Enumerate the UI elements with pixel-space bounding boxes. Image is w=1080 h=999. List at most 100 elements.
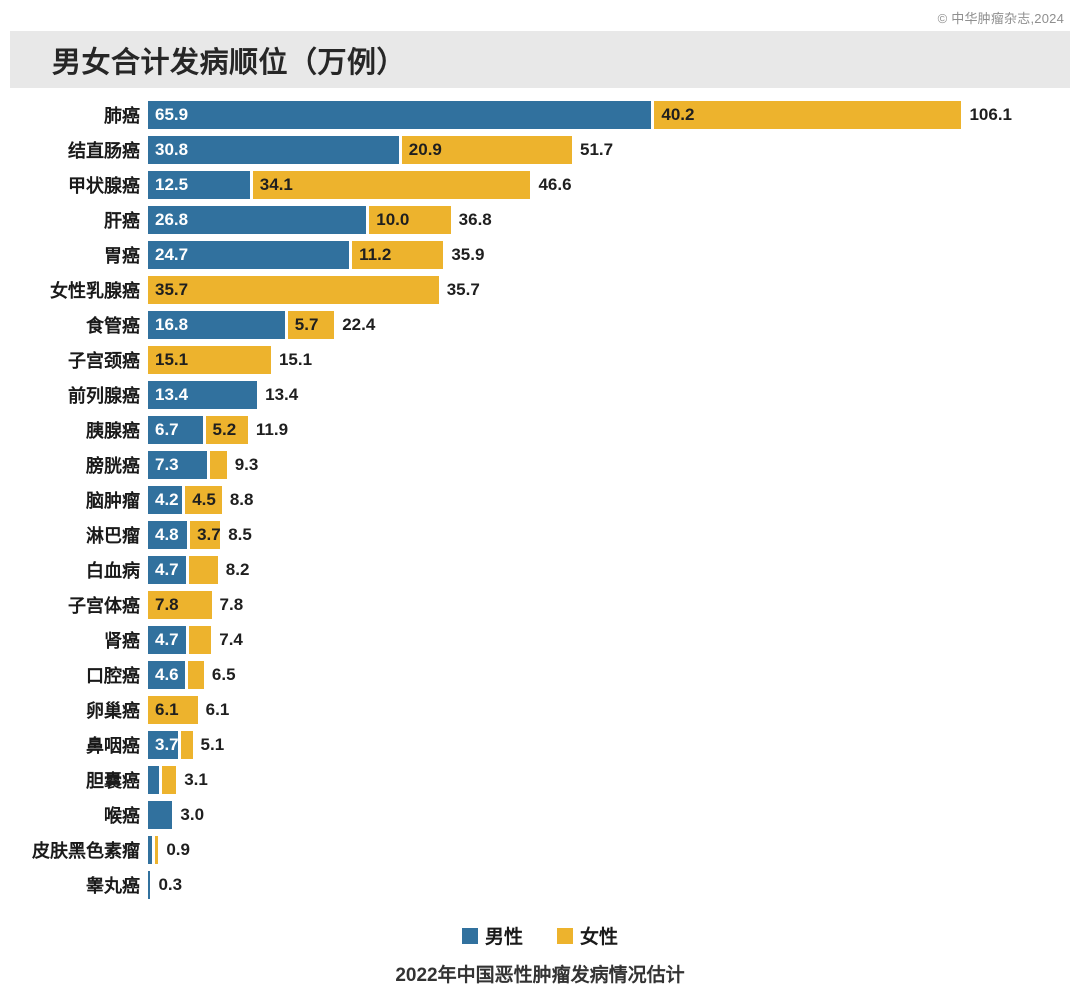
bar-track: 7.8 7.8 [148, 591, 1012, 619]
male-bar-segment: 4.8 [148, 521, 188, 549]
female-bar-segment: 6.1 [148, 696, 198, 724]
female-bar-segment: 10.0 [369, 206, 451, 234]
stacked-bar-chart: 肺癌 65.9 40.2 106.1 结直肠癌 30.8 20.9 51.7 甲状腺癌 12.5 3… [0, 101, 1080, 899]
total-value-label: 0.3 [158, 875, 183, 894]
male-value-label: 3.7 [155, 735, 179, 754]
bar-row: 胃癌 24.7 11.2 35.9 [0, 241, 1080, 269]
category-label: 喉癌 [104, 806, 140, 826]
total-value-label: 0.9 [166, 840, 190, 859]
total-value-label: 6.5 [211, 665, 236, 684]
bar-row: 前列腺癌 13.4 13.4 [0, 381, 1080, 409]
total-value-label: 13.4 [265, 385, 299, 404]
bar-track: 30.8 20.9 51.7 [148, 136, 1012, 164]
male-value-label: 6.7 [155, 420, 179, 439]
category-label: 白血病 [86, 561, 140, 581]
bar-track: 16.8 5.7 22.4 [148, 311, 1012, 339]
total-value-label: 5.1 [200, 735, 225, 754]
total-value-label: 35.7 [446, 280, 480, 299]
female-bar-segment [162, 766, 177, 794]
female-bar-segment: 7.8 [148, 591, 212, 619]
bar-track: 0.3 [148, 871, 1012, 899]
bar-row: 肝癌 26.8 10.0 36.8 [0, 206, 1080, 234]
male-value-label: 4.7 [155, 630, 179, 649]
legend-label: 女性 [580, 927, 619, 948]
female-bar-segment [181, 731, 193, 759]
female-value-label: 35.7 [155, 280, 189, 299]
male-bar-segment: 30.8 [148, 136, 399, 164]
female-value-label: 20.9 [408, 140, 442, 159]
female-value-label: 15.1 [155, 350, 189, 369]
total-value-label: 106.1 [969, 105, 1012, 124]
category-label: 甲状腺癌 [68, 176, 140, 196]
bar-track: 65.9 40.2 106.1 [148, 101, 1012, 129]
female-bar-segment: 11.2 [352, 241, 444, 269]
bar-row: 白血病 4.7 8.2 [0, 556, 1080, 584]
male-bar-segment: 65.9 [148, 101, 652, 129]
total-value-label: 7.4 [219, 630, 243, 649]
female-bar-segment: 20.9 [401, 136, 572, 164]
bar-row: 淋巴瘤 4.8 3.7 8.5 [0, 521, 1080, 549]
category-label: 食管癌 [86, 316, 140, 336]
bar-track: 6.1 6.1 [148, 696, 1012, 724]
male-value-label: 4.6 [155, 665, 179, 684]
male-value-label: 4.2 [155, 490, 179, 509]
bar-row: 甲状腺癌 12.5 34.1 46.6 [0, 171, 1080, 199]
bar-track: 4.2 4.5 8.8 [148, 486, 1012, 514]
female-bar-segment: 40.2 [654, 101, 962, 129]
total-value-label: 3.0 [180, 805, 205, 824]
category-label: 子宫体癌 [68, 596, 140, 616]
bar-row: 脑肿瘤 4.2 4.5 8.8 [0, 486, 1080, 514]
bar-track: 4.7 7.4 [148, 626, 1012, 654]
total-value-label: 8.5 [228, 525, 252, 544]
bar-row: 肾癌 4.7 7.4 [0, 626, 1080, 654]
total-value-label: 7.8 [219, 595, 244, 614]
male-bar-segment: 4.7 [148, 556, 187, 584]
bar-track: 15.1 15.1 [148, 346, 1012, 374]
male-bar-segment [148, 871, 151, 899]
category-label: 结直肠癌 [68, 141, 140, 161]
legend-swatch-icon [557, 927, 573, 944]
female-value-label: 7.8 [155, 595, 179, 614]
female-value-label: 10.0 [376, 210, 410, 229]
copyright-text: © 中华肿瘤杂志,2024 [937, 11, 1064, 26]
category-label: 胰腺癌 [86, 421, 140, 441]
total-value-label: 11.9 [255, 420, 289, 439]
legend-item: 女性 [557, 922, 618, 949]
category-label: 膀胱癌 [86, 456, 140, 476]
male-value-label: 65.9 [155, 105, 189, 124]
male-bar-segment [148, 836, 153, 864]
bar-row: 子宫体癌 7.8 7.8 [0, 591, 1080, 619]
female-bar-segment: 3.7 [190, 521, 221, 549]
bar-track: 6.7 5.2 11.9 [148, 416, 1012, 444]
female-bar-segment: 5.2 [205, 416, 248, 444]
male-bar-segment: 4.7 [148, 626, 187, 654]
bar-track: 35.7 35.7 [148, 276, 1012, 304]
category-label: 肾癌 [104, 631, 140, 651]
bar-track: 3.7 5.1 [148, 731, 1012, 759]
bar-track: 4.6 6.5 [148, 661, 1012, 689]
male-value-label: 4.8 [155, 525, 179, 544]
bar-row: 结直肠癌 30.8 20.9 51.7 [0, 136, 1080, 164]
female-bar-segment: 35.7 [148, 276, 439, 304]
bar-row: 膀胱癌 7.3 9.3 [0, 451, 1080, 479]
female-value-label: 40.2 [661, 105, 695, 124]
bar-row: 鼻咽癌 3.7 5.1 [0, 731, 1080, 759]
total-value-label: 51.7 [579, 140, 614, 159]
category-label: 鼻咽癌 [86, 736, 140, 756]
total-value-label: 46.6 [538, 175, 572, 194]
male-bar-segment: 13.4 [148, 381, 258, 409]
female-value-label: 5.2 [212, 420, 237, 439]
chart-legend: 男性 女性 [0, 922, 1080, 949]
bar-row: 口腔癌 4.6 6.5 [0, 661, 1080, 689]
female-bar-segment [188, 661, 204, 689]
male-bar-segment: 26.8 [148, 206, 367, 234]
total-value-label: 35.9 [451, 245, 485, 264]
female-bar-segment [210, 451, 227, 479]
total-value-label: 8.8 [229, 490, 254, 509]
chart-caption: 2022年中国恶性肿瘤发病情况估计 [395, 965, 685, 986]
female-value-label: 3.7 [197, 525, 221, 544]
male-value-label: 16.8 [155, 315, 189, 334]
female-value-label: 34.1 [259, 175, 293, 194]
female-bar-segment [189, 626, 212, 654]
